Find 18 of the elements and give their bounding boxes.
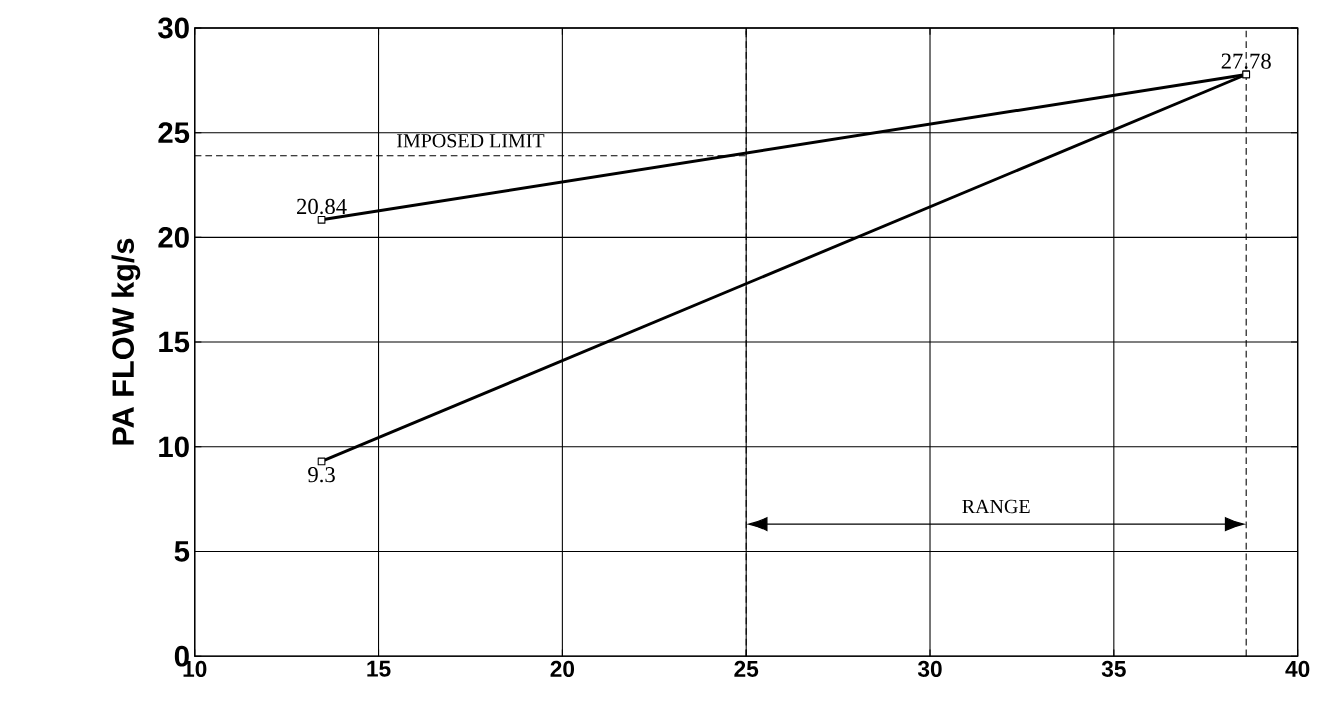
y-axis-title: PA FLOW kg/s bbox=[111, 238, 141, 445]
y-tick-label: 5 bbox=[174, 541, 190, 562]
x-tick-label: 15 bbox=[367, 660, 391, 677]
annotation: RANGE bbox=[962, 499, 1030, 514]
data-label: 9.3 bbox=[308, 467, 335, 483]
x-tick-label: 40 bbox=[1285, 660, 1310, 678]
x-tick-label: 20 bbox=[550, 660, 575, 678]
data-label: 27.78 bbox=[1221, 53, 1271, 69]
x-tick-label: 30 bbox=[917, 660, 942, 678]
y-tick-label: 10 bbox=[159, 436, 189, 458]
y-tick-label: 20 bbox=[158, 227, 189, 248]
x-tick-label: 35 bbox=[1101, 660, 1126, 678]
y-tick-label: 15 bbox=[159, 331, 190, 353]
data-label: 20.84 bbox=[297, 198, 347, 215]
x-tick-label: 25 bbox=[734, 660, 759, 678]
y-tick-label: 30 bbox=[158, 17, 189, 39]
y-tick-label: 25 bbox=[158, 122, 190, 144]
ref-line-label: IMPOSED LIMIT bbox=[397, 134, 545, 148]
